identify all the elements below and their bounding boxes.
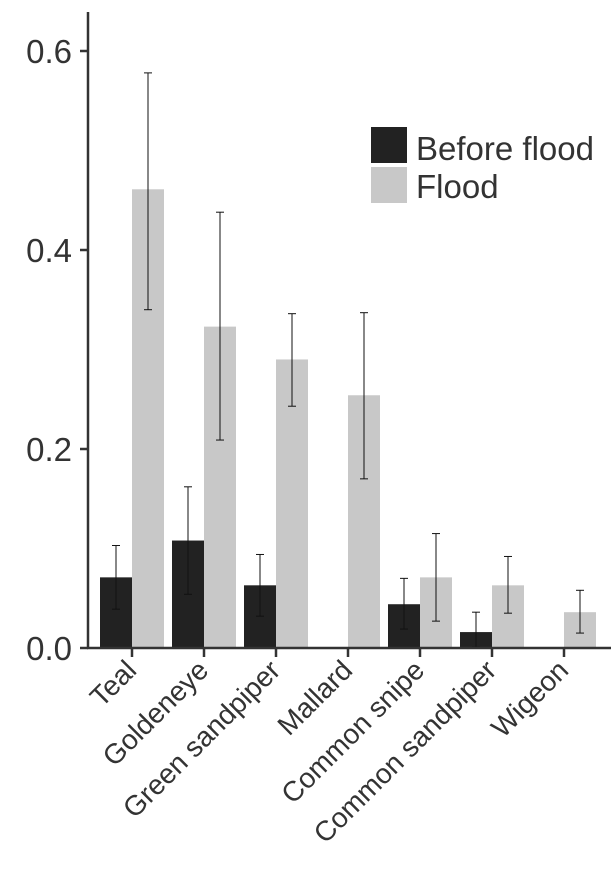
error-bar-flood-common-snipe — [432, 533, 440, 622]
legend-label-flood: Flood — [416, 168, 499, 205]
bars-layer — [100, 189, 596, 648]
y-tick-label: 0.0 — [26, 630, 72, 667]
legend-swatch-flood — [371, 167, 407, 203]
x-category-label: Wigeon — [485, 654, 574, 743]
error-bar-before-flood-common-snipe — [400, 577, 408, 630]
error-bar-before-flood-green-sandpiper — [256, 553, 264, 617]
y-tick-label: 0.4 — [26, 232, 72, 269]
error-bar-flood-wigeon — [576, 589, 584, 634]
legend-swatch-before-flood — [371, 127, 407, 163]
error-bar-flood-green-sandpiper — [288, 313, 296, 407]
error-bar-flood-teal — [144, 72, 152, 311]
y-tick-label: 0.2 — [26, 431, 72, 468]
error-bar-flood-mallard — [360, 312, 368, 480]
y-tick-label: 0.6 — [26, 33, 72, 70]
legend: Before flood Flood — [371, 127, 594, 205]
legend-label-before-flood: Before flood — [416, 130, 594, 167]
error-bar-flood-common-sandpiper — [504, 555, 512, 614]
error-bar-before-flood-teal — [112, 545, 120, 610]
error-bar-flood-goldeneye — [216, 211, 224, 441]
error-bar-before-flood-goldeneye — [184, 486, 192, 595]
y-ticks-layer: 0.0 0.2 0.4 0.6 — [26, 33, 88, 667]
bar-flood-green-sandpiper — [276, 359, 308, 648]
error-bars-layer — [112, 72, 584, 648]
x-category-label: Teal — [84, 654, 142, 712]
